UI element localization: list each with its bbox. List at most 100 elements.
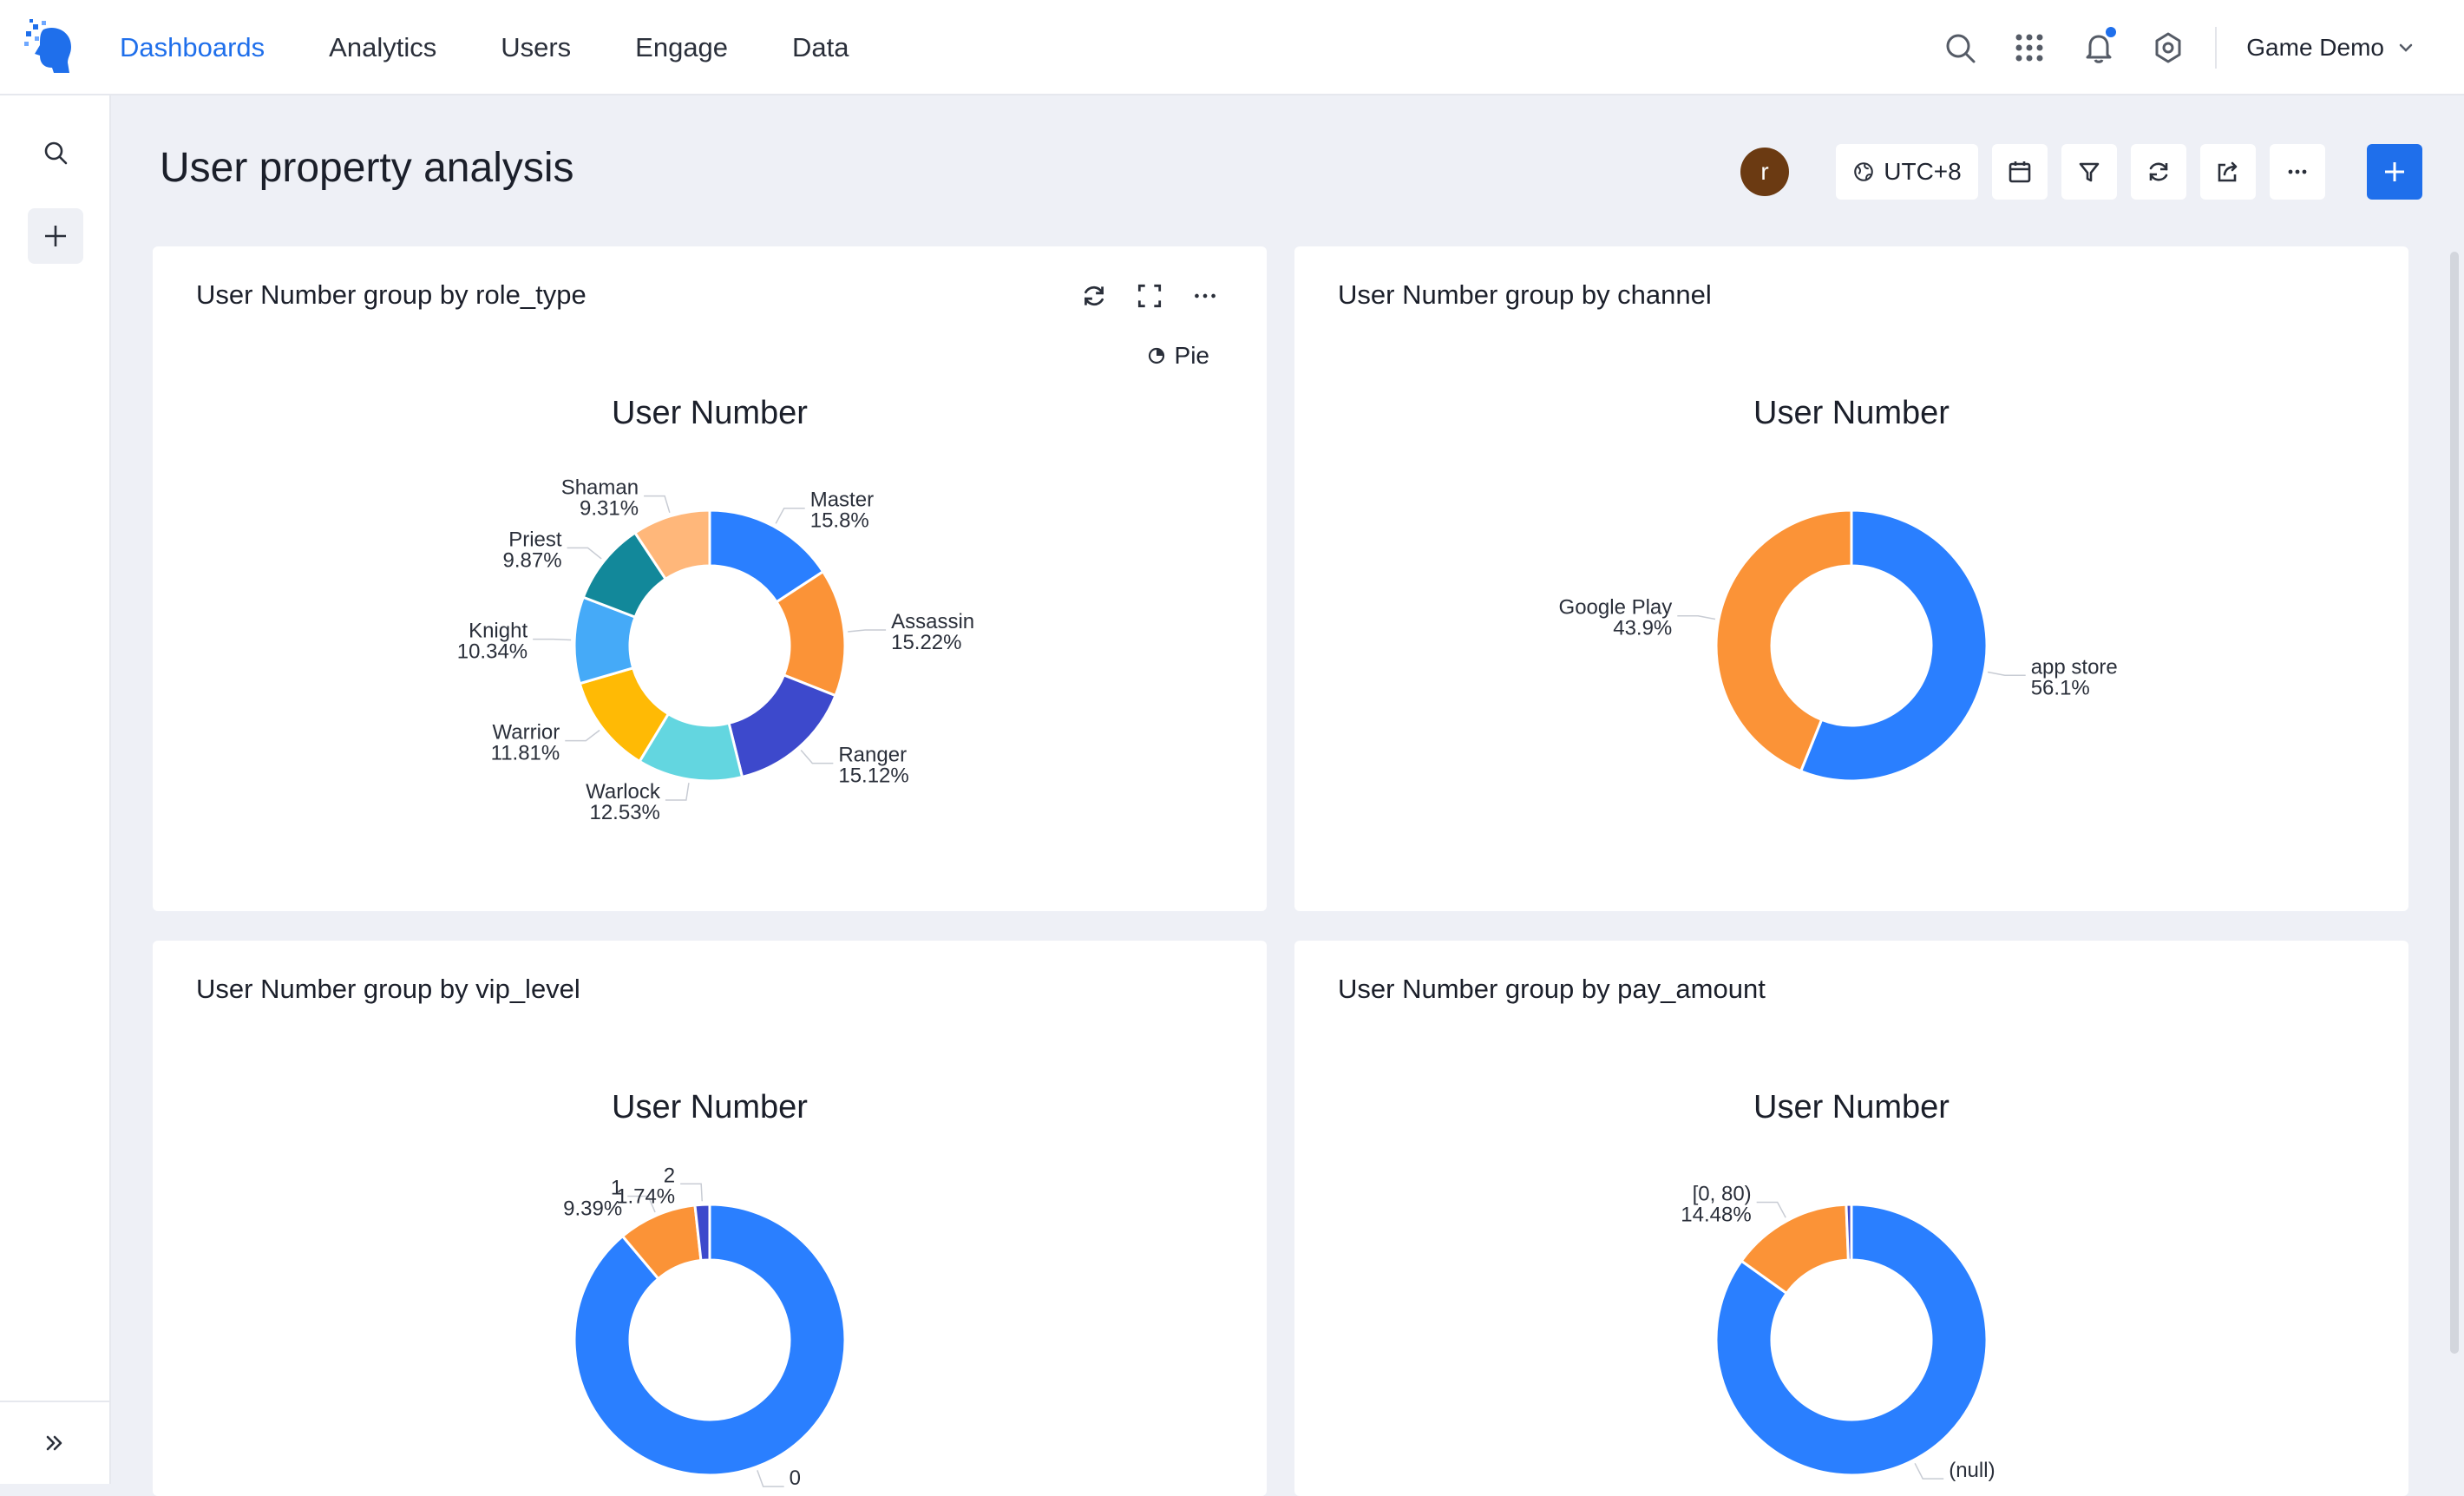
fullscreen-icon[interactable]	[1135, 281, 1164, 311]
label-leader-line	[627, 1195, 656, 1213]
nav-users[interactable]: Users	[501, 32, 572, 62]
card-title: User Number group by channel	[1338, 279, 1712, 310]
label-leader-line	[1987, 671, 2026, 677]
chart-title: User Number	[612, 1089, 808, 1125]
label-leader-line	[757, 1470, 784, 1487]
label-leader-line	[665, 783, 690, 801]
avatar[interactable]: r	[1740, 148, 1789, 196]
slice-percent-label: 56.1%	[2031, 676, 2090, 699]
nav-engage[interactable]: Engage	[635, 32, 729, 62]
slice-name-label: Google Play	[1559, 596, 1673, 620]
left-sidebar	[0, 95, 111, 1484]
pie-slice[interactable]	[693, 1203, 711, 1263]
page-title: User property analysis	[160, 145, 574, 191]
slice-name-label: Shaman	[561, 476, 639, 500]
card-actions	[1053, 281, 1220, 311]
chart-card: User Number group by vip_level User Numb…	[153, 941, 1267, 1496]
slice-name-label: Ranger	[838, 744, 907, 767]
pie-slice[interactable]	[727, 673, 837, 779]
card-title: User Number group by pay_amount	[1338, 974, 1766, 1004]
refresh-icon[interactable]	[1079, 281, 1109, 311]
donut-chart: User Number (null) [0, 80)14.48%	[1681, 1089, 1995, 1482]
search-icon	[44, 141, 68, 165]
sidebar-expand-button[interactable]	[0, 1401, 109, 1484]
share-button[interactable]	[2200, 144, 2256, 200]
card-title: User Number group by role_type	[196, 279, 587, 310]
slice-name-label: 0	[790, 1466, 801, 1490]
slice-name-label: Priest	[508, 528, 562, 551]
apps-grid-icon[interactable]	[2012, 30, 2047, 65]
chart-card: User Number group by pay_amount User Num…	[1294, 941, 2408, 1496]
label-leader-line	[680, 1183, 704, 1202]
add-chart-button[interactable]	[2367, 144, 2422, 200]
slice-name-label: 2	[664, 1164, 675, 1187]
slice-name-label: Assassin	[891, 610, 974, 633]
slice-percent-label: 11.81%	[491, 742, 560, 765]
pie-slice[interactable]	[1714, 509, 1853, 773]
app-logo-icon[interactable]	[24, 19, 78, 76]
label-leader-line	[848, 629, 887, 633]
plus-icon	[2385, 162, 2404, 181]
chart-card: User Number group by channel User Number…	[1294, 246, 2408, 911]
timezone-label: UTC+8	[1884, 158, 1962, 185]
timezone-button[interactable]: UTC+8	[1836, 144, 1978, 200]
gear-icon[interactable]	[2151, 30, 2185, 65]
refresh-icon	[2149, 162, 2168, 181]
globe-icon	[1854, 162, 1874, 181]
label-leader-line	[565, 729, 600, 742]
double-chevron-right-icon	[46, 1435, 62, 1451]
pie-slice[interactable]	[1845, 1203, 1853, 1262]
nav-dashboards[interactable]: Dashboards	[120, 32, 265, 62]
sidebar-search-button[interactable]	[28, 125, 83, 180]
slice-percent-label: 9.39%	[563, 1197, 622, 1221]
filter-button[interactable]	[2061, 144, 2117, 200]
page-scrollbar[interactable]	[2450, 252, 2459, 1354]
slice-name-label: Warlock	[586, 780, 661, 804]
more-horizontal-icon	[2288, 169, 2307, 174]
project-selector[interactable]: Game Demo	[2246, 34, 2415, 62]
sidebar-add-button[interactable]	[28, 208, 83, 264]
date-range-button[interactable]	[1992, 144, 2048, 200]
top-right-tools: Game Demo	[1908, 0, 2464, 95]
project-label: Game Demo	[2246, 34, 2384, 61]
slice-percent-label: 12.53%	[589, 801, 659, 824]
slice-percent-label: 15.12%	[838, 764, 908, 788]
slice-percent-label: 9.31%	[580, 497, 639, 521]
refresh-button[interactable]	[2131, 144, 2186, 200]
nav-data[interactable]: Data	[792, 32, 849, 62]
chart-type-selector[interactable]: Pie	[1147, 342, 1209, 370]
slice-name-label: app store	[2031, 655, 2118, 679]
slice-percent-label: 15.22%	[891, 631, 961, 654]
more-options-button[interactable]	[2270, 144, 2325, 200]
bell-icon[interactable]	[2081, 27, 2117, 65]
chart-title: User Number	[1753, 1089, 1950, 1125]
notification-dot	[2106, 27, 2117, 37]
label-leader-line	[644, 495, 671, 514]
slice-name-label: Master	[810, 489, 874, 512]
label-leader-line	[567, 547, 602, 560]
nav-analytics[interactable]: Analytics	[329, 32, 437, 62]
slice-name-label: (null)	[1949, 1459, 1995, 1482]
pie-slice[interactable]	[632, 509, 711, 581]
slice-name-label: Warrior	[492, 721, 560, 745]
chart-type-label: Pie	[1174, 342, 1209, 369]
search-icon[interactable]	[1943, 30, 1977, 65]
slice-percent-label: 10.34%	[457, 640, 528, 664]
slice-percent-label: 14.48%	[1681, 1204, 1751, 1227]
slice-percent-label: 1.74%	[616, 1184, 675, 1208]
chart-title: User Number	[612, 395, 808, 431]
pie-chart-icon	[1148, 347, 1164, 364]
pie-slice[interactable]	[1799, 509, 1989, 783]
chart-title: User Number	[1753, 395, 1950, 431]
pie-slice[interactable]	[573, 1203, 847, 1477]
filter-icon	[2079, 162, 2100, 182]
more-horizontal-icon[interactable]	[1190, 281, 1220, 311]
slice-name-label: 1	[611, 1177, 622, 1200]
slice-name-label: Knight	[469, 620, 528, 643]
plus-icon	[45, 226, 66, 246]
slice-percent-label: 9.87%	[502, 548, 561, 572]
pie-slice[interactable]	[1714, 1203, 1989, 1477]
share-icon	[2218, 161, 2238, 182]
